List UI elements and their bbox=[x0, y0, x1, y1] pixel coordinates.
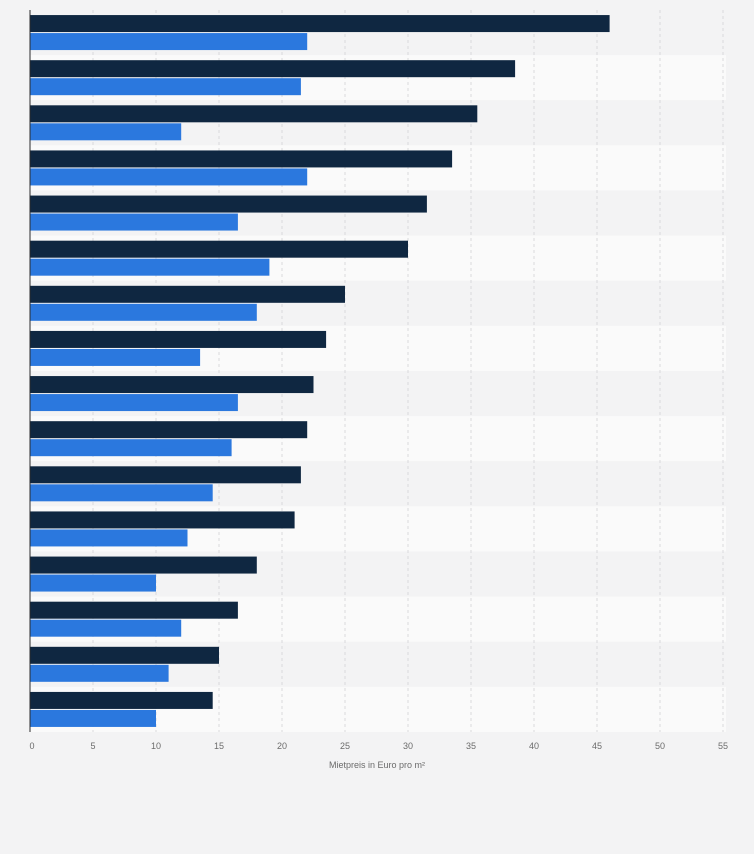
x-tick-label: 5 bbox=[90, 741, 95, 751]
bar-series-2[interactable] bbox=[30, 123, 182, 141]
bar-series-1[interactable] bbox=[30, 646, 219, 664]
bar-series-2[interactable] bbox=[30, 664, 169, 682]
bar-series-2[interactable] bbox=[30, 709, 156, 727]
x-tick-label: 30 bbox=[403, 741, 413, 751]
bar-series-2[interactable] bbox=[30, 574, 156, 592]
bar-series-1[interactable] bbox=[30, 195, 427, 213]
x-tick-label: 25 bbox=[340, 741, 350, 751]
x-tick-label: 10 bbox=[151, 741, 161, 751]
x-tick-label: 55 bbox=[718, 741, 728, 751]
gridlines bbox=[92, 10, 724, 732]
bar-series-1[interactable] bbox=[30, 330, 327, 348]
x-tick-label: 40 bbox=[529, 741, 539, 751]
bar-series-2[interactable] bbox=[30, 168, 308, 186]
bar-series-2[interactable] bbox=[30, 529, 188, 547]
x-tick-label: 35 bbox=[466, 741, 476, 751]
bar-series-2[interactable] bbox=[30, 258, 270, 276]
bar-series-2[interactable] bbox=[30, 78, 301, 96]
bar-series-1[interactable] bbox=[30, 105, 478, 123]
x-tick-label: 20 bbox=[277, 741, 287, 751]
bar-series-1[interactable] bbox=[30, 466, 301, 484]
bars bbox=[30, 15, 610, 727]
bar-series-1[interactable] bbox=[30, 240, 408, 258]
bar-series-2[interactable] bbox=[30, 33, 308, 51]
x-tick-label: 45 bbox=[592, 741, 602, 751]
x-tick-label: 50 bbox=[655, 741, 665, 751]
bar-series-1[interactable] bbox=[30, 691, 213, 709]
row-bands bbox=[30, 10, 726, 732]
x-axis-ticks: 0 5 10 15 20 25 30 35 40 45 50 55 bbox=[29, 741, 728, 751]
x-tick-label: 0 bbox=[29, 741, 34, 751]
bar-series-2[interactable] bbox=[30, 394, 238, 412]
bar-series-1[interactable] bbox=[30, 601, 238, 619]
bar-series-2[interactable] bbox=[30, 484, 213, 502]
bar-series-1[interactable] bbox=[30, 60, 516, 78]
bar-series-1[interactable] bbox=[30, 421, 308, 439]
bar-series-2[interactable] bbox=[30, 348, 201, 366]
bar-series-1[interactable] bbox=[30, 376, 314, 394]
x-axis-label: Mietpreis in Euro pro m² bbox=[329, 760, 425, 770]
bar-series-1[interactable] bbox=[30, 15, 610, 33]
bar-series-1[interactable] bbox=[30, 150, 453, 168]
bar-series-1[interactable] bbox=[30, 285, 345, 303]
bar-series-1[interactable] bbox=[30, 556, 257, 574]
bar-series-2[interactable] bbox=[30, 439, 232, 457]
x-tick-label: 15 bbox=[214, 741, 224, 751]
bar-series-2[interactable] bbox=[30, 213, 238, 231]
bar-series-2[interactable] bbox=[30, 303, 257, 321]
bar-series-2[interactable] bbox=[30, 619, 182, 637]
bar-series-1[interactable] bbox=[30, 511, 295, 529]
